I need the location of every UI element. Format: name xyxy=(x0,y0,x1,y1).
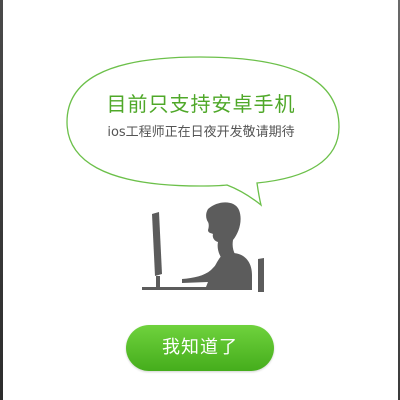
left-edge xyxy=(0,0,3,400)
person-at-computer-icon xyxy=(142,202,264,292)
right-edge xyxy=(398,0,400,400)
notice-subtitle: ios工程师正在日夜开发敬请期待 xyxy=(107,125,295,140)
notice-title: 目前只支持安卓手机 xyxy=(106,92,296,116)
got-it-button[interactable]: 我知道了 xyxy=(126,325,274,371)
speech-bubble xyxy=(66,56,340,207)
